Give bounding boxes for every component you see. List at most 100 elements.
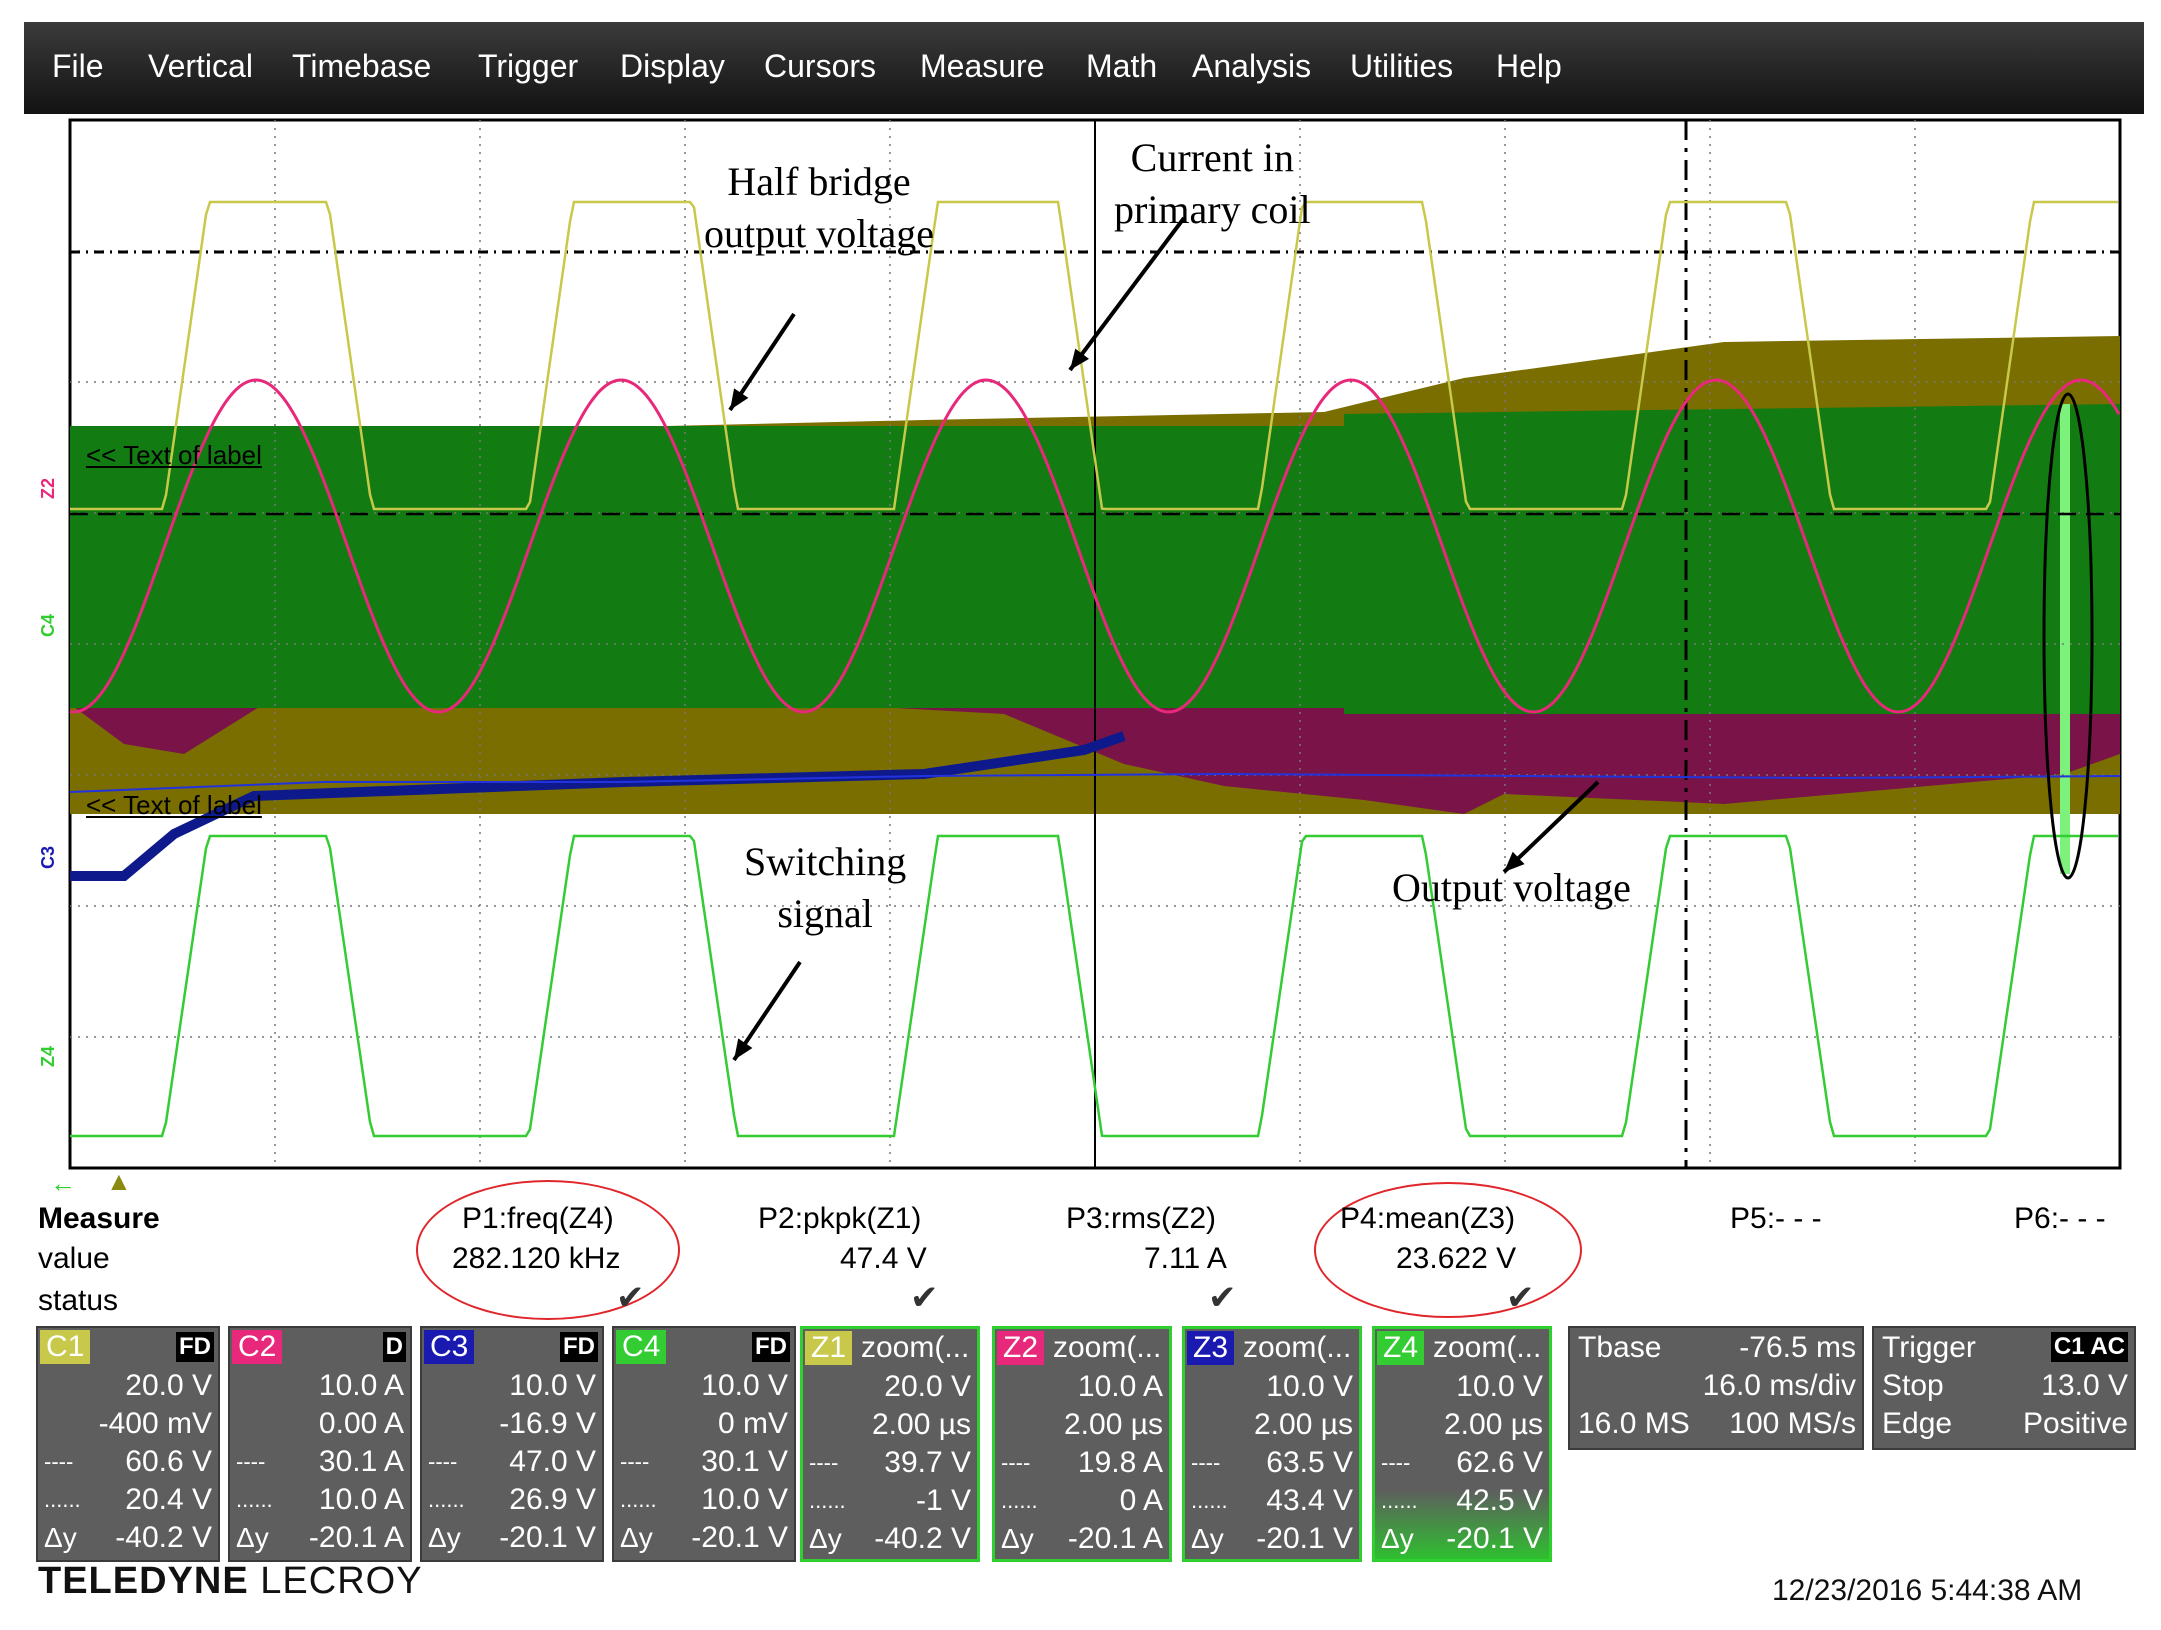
row-value: 39.7 V [884, 1446, 971, 1479]
row-value: 30.1 A [318, 1445, 404, 1478]
param-p6-name[interactable]: P6:- - - [2014, 1202, 2106, 1235]
row-value: -20.1 A [308, 1521, 404, 1554]
channel-tag: Z1 [805, 1331, 853, 1365]
row-prefix: ---- [1001, 1450, 1031, 1475]
channel-flag: D [382, 1332, 406, 1362]
row-prefix: Δy [809, 1523, 842, 1554]
param-p1-name[interactable]: P1:freq(Z4) [462, 1202, 614, 1235]
status-check-icon: ✔ [616, 1279, 645, 1317]
menu-item-help[interactable]: Help [1496, 48, 1562, 84]
trigger-descriptor[interactable]: Trigger C1 AC Stop 13.0 V Edge Positive [1872, 1326, 2136, 1450]
row-value: 10.0 A [1077, 1370, 1163, 1403]
trace-tag-c3[interactable]: C3 [38, 846, 58, 870]
annotation-half-bridge: Half bridge output voltage [704, 159, 934, 256]
row-prefix: ...... [1001, 1488, 1038, 1513]
menu-item-timebase[interactable]: Timebase [292, 48, 432, 84]
annotation-output-voltage: Output voltage [1392, 865, 1631, 910]
row-value: 42.5 V [1456, 1484, 1543, 1517]
trace-label-1[interactable]: << Text of label [86, 440, 262, 470]
row-prefix: ...... [1191, 1488, 1228, 1513]
channel-box-c3[interactable]: C3 FD 10.0 V -16.9 V ---- 47.0 V...... 26.9 V Δ… [420, 1326, 604, 1562]
trace-label-2[interactable]: << Text of label [86, 790, 262, 820]
channel-row: 2.00 µs [1185, 1407, 1359, 1443]
timebase-offset: -76.5 ms [1739, 1331, 1856, 1364]
menu-item-cursors[interactable]: Cursors [764, 48, 877, 84]
channel-tag: C4 [616, 1330, 667, 1364]
zoom-title: zoom(... [1053, 1331, 1162, 1364]
row-prefix: ---- [620, 1449, 650, 1474]
row-prefix: ---- [428, 1449, 458, 1474]
channel-row: Δy -20.1 A [230, 1520, 410, 1556]
arrow-current-head [1070, 348, 1090, 370]
row-prefix: ...... [428, 1487, 465, 1512]
channel-tag: C2 [232, 1330, 283, 1364]
trace-tag-c4[interactable]: C4 [38, 614, 58, 638]
channel-tag: Z2 [997, 1331, 1045, 1365]
menu-item-measure[interactable]: Measure [920, 48, 1045, 84]
menu-item-trigger[interactable]: Trigger [478, 48, 579, 84]
menu-item-vertical[interactable]: Vertical [148, 48, 253, 84]
channel-row: ...... 43.4 V [1185, 1483, 1359, 1519]
annotation-current: Current in primary coil [1114, 135, 1311, 232]
param-p3-name[interactable]: P3:rms(Z2) [1066, 1202, 1216, 1235]
timebase-descriptor[interactable]: Tbase -76.5 ms 16.0 ms/div 16.0 MS 100 M… [1568, 1326, 1864, 1450]
menu-item-display[interactable]: Display [620, 48, 725, 84]
channel-box-z1[interactable]: Z1 zoom(... 20.0 V 2.00 µs ---- 39.7 V...... -… [800, 1326, 980, 1562]
channel-flag: FD [560, 1332, 598, 1362]
row-value: 30.1 V [701, 1445, 788, 1478]
channel-row: 10.0 V [1375, 1369, 1549, 1405]
channel-row: -400 mV [38, 1406, 218, 1442]
measure-row-status-label: status [38, 1284, 119, 1317]
channel-box-c2[interactable]: C2 D 10.0 A 0.00 A ---- 30.1 A...... 10.0 A Δy -… [228, 1326, 412, 1562]
channel-row: 0.00 A [230, 1406, 410, 1442]
channel-box-z3[interactable]: Z3 zoom(... 10.0 V 2.00 µs ---- 63.5 V...... 4… [1182, 1326, 1362, 1562]
row-value: 26.9 V [509, 1483, 596, 1516]
channel-row: ---- 30.1 A [230, 1444, 410, 1480]
menu-item-math[interactable]: Math [1086, 48, 1158, 84]
menu-item-file[interactable]: File [52, 48, 104, 84]
arrow-current [1068, 216, 1186, 372]
scope-display[interactable]: Half bridge output voltage Current in prim… [24, 114, 2144, 1174]
param-p1-value: 282.120 kHz [452, 1242, 621, 1275]
channel-box-c4[interactable]: C4 FD 10.0 V 0 mV ---- 30.1 V...... 10.0 V Δy -2… [612, 1326, 796, 1562]
row-prefix: Δy [428, 1522, 461, 1553]
param-p4-name[interactable]: P4:mean(Z3) [1340, 1202, 1516, 1235]
channel-box-c1[interactable]: C1 FD 20.0 V -400 mV ---- 60.6 V...... 20.4 V Δ… [36, 1326, 220, 1562]
param-p3-value: 7.11 A [1144, 1242, 1227, 1275]
measure-row-value-label: value [38, 1242, 110, 1275]
channel-box-z2[interactable]: Z2 zoom(... 10.0 A 2.00 µs ---- 19.8 A...... 0… [992, 1326, 1172, 1562]
channel-row: Δy -40.2 V [803, 1521, 977, 1557]
trace-z3-output-voltage [69, 772, 2121, 793]
row-value: 0.00 A [318, 1407, 404, 1440]
trace-tag-z4[interactable]: Z4 [38, 1046, 58, 1068]
timebase-div: 16.0 ms/div [1702, 1369, 1856, 1402]
channel-tag: C1 [40, 1330, 91, 1364]
trace-tag-z2[interactable]: Z2 [38, 478, 58, 500]
row-value: 60.6 V [125, 1445, 212, 1478]
row-value: 2.00 µs [871, 1408, 971, 1441]
left-arrow-icon[interactable]: ← [50, 1168, 76, 1198]
param-p2-name[interactable]: P2:pkpk(Z1) [758, 1202, 922, 1235]
param-p5-name[interactable]: P5:- - - [1730, 1202, 1822, 1235]
arrow-output-voltage [1502, 780, 1600, 874]
channel-row: ---- 63.5 V [1185, 1445, 1359, 1481]
row-value: -20.1 V [1446, 1522, 1543, 1555]
row-value: 10.0 A [318, 1483, 404, 1516]
arrow-half-bridge-head [730, 388, 749, 410]
channel-row: ...... 20.4 V [38, 1482, 218, 1518]
channel-row: Δy -20.1 V [1375, 1521, 1549, 1557]
menu-item-utilities[interactable]: Utilities [1350, 48, 1454, 84]
channel-row: ...... 10.0 V [614, 1482, 794, 1518]
highlight-ellipse-p1 [416, 1180, 680, 1320]
row-prefix: Δy [44, 1522, 77, 1553]
channel-row: 0 mV [614, 1406, 794, 1442]
menu-item-analysis[interactable]: Analysis [1192, 48, 1312, 84]
row-prefix: Δy [1381, 1523, 1414, 1554]
channel-row: ---- 47.0 V [422, 1444, 602, 1480]
channel-box-z4[interactable]: Z4 zoom(... 10.0 V 2.00 µs ---- 62.6 V...... 4… [1372, 1326, 1552, 1562]
status-check-icon: ✔ [1506, 1279, 1535, 1317]
row-value: 0 mV [717, 1407, 788, 1440]
green-band-right [1344, 404, 2120, 714]
trace-c2-current [69, 378, 2121, 714]
timebase-title: Tbase [1578, 1331, 1662, 1364]
